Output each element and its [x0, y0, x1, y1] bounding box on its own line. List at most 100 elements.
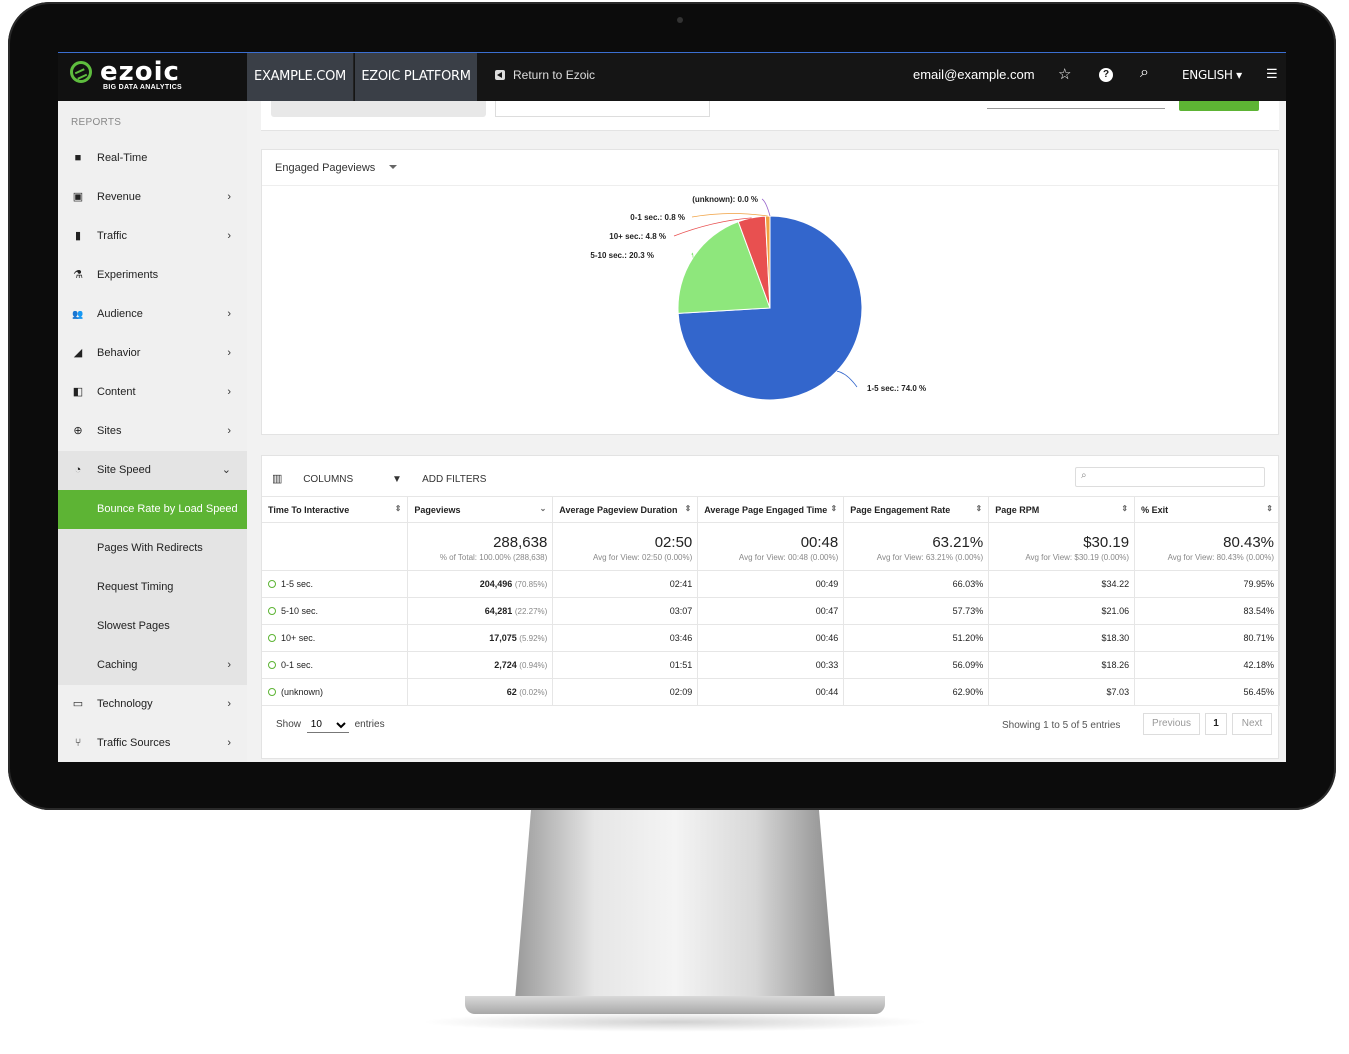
exit-cell: 80.71%	[1134, 624, 1280, 652]
pageviews-value: 64,281	[484, 606, 513, 616]
pie-label-5: (unknown): 0.0 %	[692, 195, 758, 204]
tab-site[interactable]: EXAMPLE.COM	[247, 53, 354, 101]
table-row[interactable]: (unknown) 62 (0.02%) 02:09 00:44 62.90% $7.03…	[262, 678, 1280, 706]
row-name: 5-10 sec.	[281, 606, 319, 616]
pie-label-4: 0-1 sec.: 0.8 %	[630, 213, 685, 222]
pageviews-cell: 17,075 (5.92%)	[407, 624, 554, 652]
ezoic-logo[interactable]: ezoic BIG DATA ANALYTICS	[58, 53, 247, 101]
total-cell: 288,638 % of Total: 100.00% (288,638)	[407, 522, 554, 571]
total-sub: % of Total: 100.00% (288,638)	[439, 553, 548, 562]
filter-select-2[interactable]	[495, 101, 710, 117]
total-sub: Avg for View: 80.43% (0.00%)	[1167, 553, 1274, 562]
duration-cell: 03:46	[552, 624, 699, 652]
pie-chart: 1-5 sec.: 74.0 % 5-10 sec.: 20.3 % 10+ sec…	[590, 195, 926, 401]
sidebar-subitem-bounce-rate[interactable]: Bounce Rate by Load Speed	[58, 490, 247, 529]
sidebar-subitem-pages-with-redirects[interactable]: Pages With Redirects	[58, 529, 247, 568]
row-name-cell: 10+ sec.	[262, 624, 409, 652]
help-icon[interactable]: ?	[1099, 68, 1113, 82]
total-value: 288,638	[493, 534, 548, 551]
traffic-light-icon: ▮	[74, 230, 82, 242]
pageviews-pct: (22.27%)	[514, 607, 548, 616]
sidebar-item-traffic-sources[interactable]: ⑂ Traffic Sources ›	[58, 724, 247, 762]
sidebar-item-content[interactable]: ◧ Content ›	[58, 373, 247, 412]
sidebar-item-label: Audience	[97, 308, 143, 320]
main-content: Engaged Pageviews 1-5 sec.: 74.0 % 5-10 s…	[261, 101, 1280, 762]
clock-icon	[268, 580, 276, 588]
table-row[interactable]: 5-10 sec. 64,281 (22.27%) 03:07 00:47 57.73%…	[262, 597, 1280, 625]
sidebar-item-label: Request Timing	[97, 581, 174, 593]
clock-icon	[268, 607, 276, 615]
total-sub: Avg for View: 63.21% (0.00%)	[876, 553, 984, 562]
col-header-page-rpm[interactable]: Page RPM ⇕	[988, 496, 1136, 523]
camera-icon: ■	[74, 152, 82, 164]
col-header-pageviews[interactable]: Pageviews ⌄	[407, 496, 554, 523]
search-icon: ⌕	[1081, 470, 1087, 481]
add-filters-button[interactable]: ▼ ADD FILTERS	[392, 474, 504, 485]
tab-platform[interactable]: EZOIC PLATFORM	[355, 53, 477, 101]
filter-strip	[261, 101, 1279, 131]
duration-cell: 01:51	[552, 651, 699, 679]
menu-icon[interactable]: ☰	[1266, 66, 1278, 81]
sidebar-subitem-caching[interactable]: Caching ›	[58, 646, 247, 685]
sidebar-item-revenue[interactable]: ▣ Revenue ›	[58, 178, 247, 217]
stand-shadow	[420, 1012, 930, 1032]
table-row[interactable]: 10+ sec. 17,075 (5.92%) 03:46 00:46 51.20% $1…	[262, 624, 1280, 652]
sidebar-item-label: Real-Time	[97, 152, 148, 164]
total-value: 63.21%	[932, 534, 984, 551]
chevron-right-icon: ›	[227, 230, 231, 242]
chart-card: Engaged Pageviews 1-5 sec.: 74.0 % 5-10 s…	[261, 149, 1279, 435]
sidebar-subitem-slowest-pages[interactable]: Slowest Pages	[58, 607, 247, 646]
sidebar-item-audience[interactable]: 👥 Audience ›	[58, 295, 247, 334]
table-row[interactable]: 0-1 sec. 2,724 (0.94%) 01:51 00:33 56.09% $18…	[262, 651, 1280, 679]
engaged-time-cell: 00:44	[697, 678, 845, 706]
sidebar-item-behavior[interactable]: ◢ Behavior ›	[58, 334, 247, 373]
header-label: % Exit	[1141, 504, 1169, 515]
header-label: Average Page Engaged Time	[704, 504, 828, 515]
clock-icon	[268, 634, 276, 642]
sort-icon: ⇕	[684, 504, 692, 513]
sidebar-item-experiments[interactable]: ⚗ Experiments	[58, 256, 247, 295]
sidebar-item-technology[interactable]: ▭ Technology ›	[58, 685, 247, 724]
filter-select-1[interactable]	[271, 101, 486, 117]
sidebar-item-label: Pages With Redirects	[97, 542, 203, 554]
return-to-ezoic-link[interactable]: Return to Ezoic	[495, 68, 595, 82]
page-1-button[interactable]: 1	[1205, 713, 1227, 735]
pie-slice-2[interactable]	[677, 221, 771, 314]
sidebar-subitem-request-timing[interactable]: Request Timing	[58, 568, 247, 607]
data-table: Time To Interactive ⇕ Pageviews ⌄ Average …	[262, 496, 1280, 706]
globe-icon: ⊕	[73, 425, 83, 437]
pageviews-cell: 64,281 (22.27%)	[407, 597, 554, 625]
flask-icon: ⚗	[73, 269, 83, 281]
user-email[interactable]: email@example.com	[913, 67, 1035, 82]
col-header-avg-engaged-time[interactable]: Average Page Engaged Time ⇕	[697, 496, 845, 523]
date-range-field[interactable]	[987, 101, 1165, 109]
chevron-right-icon: ›	[227, 386, 231, 398]
sidebar-item-real-time[interactable]: ■ Real-Time	[58, 139, 247, 178]
table-row[interactable]: 1-5 sec. 204,496 (70.85%) 02:41 00:49 66.03%…	[262, 570, 1280, 598]
exit-cell: 79.95%	[1134, 570, 1280, 598]
columns-button[interactable]: ▥ COLUMNS	[272, 473, 371, 485]
col-header-engagement-rate[interactable]: Page Engagement Rate ⇕	[843, 496, 990, 523]
star-icon[interactable]: ☆	[1058, 66, 1072, 83]
screen: ezoic BIG DATA ANALYTICS EXAMPLE.COM EZO…	[58, 52, 1286, 762]
sidebar-item-traffic[interactable]: ▮ Traffic ›	[58, 217, 247, 256]
col-header-avg-pageview-duration[interactable]: Average Pageview Duration ⇕	[552, 496, 699, 523]
sort-icon: ⇕	[1266, 504, 1273, 513]
sidebar-item-sites[interactable]: ⊕ Sites ›	[58, 412, 247, 451]
search-icon[interactable]: ⌕	[1140, 64, 1149, 81]
row-name: 10+ sec.	[281, 633, 316, 643]
next-button[interactable]: Next	[1232, 713, 1272, 735]
col-header-time-to-interactive[interactable]: Time To Interactive ⇕	[262, 496, 409, 523]
language-selector[interactable]: ENGLISH ▾	[1182, 68, 1242, 82]
sidebar-item-label: Slowest Pages	[97, 620, 170, 632]
sidebar-item-site-speed[interactable]: ◔ Site Speed ⌄	[58, 451, 247, 490]
table-search-input[interactable]: ⌕	[1075, 467, 1265, 487]
metric-selector[interactable]: Engaged Pageviews	[262, 150, 1278, 186]
previous-button[interactable]: Previous	[1143, 713, 1200, 735]
clock-icon	[268, 688, 276, 696]
pageviews-value: 204,496	[479, 579, 513, 589]
entries-select[interactable]: 10	[306, 717, 349, 733]
col-header-exit[interactable]: % Exit ⇕	[1134, 496, 1280, 523]
sidebar-item-label: Technology	[97, 698, 153, 710]
apply-button[interactable]	[1179, 101, 1259, 111]
